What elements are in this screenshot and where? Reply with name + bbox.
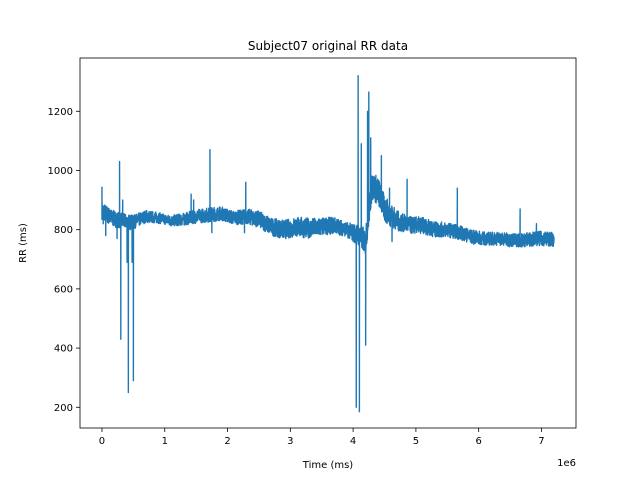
- x-tick-label: 0: [99, 436, 105, 447]
- x-tick-label: 1: [162, 436, 168, 447]
- y-tick-label: 200: [54, 403, 73, 414]
- y-tick-label: 1200: [48, 107, 73, 118]
- x-axis-offset-label: 1e6: [557, 458, 576, 469]
- x-tick-label: 7: [538, 436, 544, 447]
- axes-frame: [79, 57, 577, 429]
- series-line-rr: [101, 75, 555, 413]
- y-tick-label: 600: [54, 284, 73, 295]
- y-axis-ticks: 200 400 600 800 1000 1200: [48, 107, 80, 414]
- x-tick-label: 4: [350, 436, 356, 447]
- plot-area: [101, 75, 555, 413]
- x-axis-label: Time (ms): [302, 460, 354, 471]
- y-tick-label: 1000: [48, 166, 73, 177]
- y-tick-label: 800: [54, 225, 73, 236]
- x-tick-label: 2: [224, 436, 230, 447]
- x-tick-label: 3: [287, 436, 293, 447]
- y-tick-label: 400: [54, 344, 73, 355]
- chart-title: Subject07 original RR data: [248, 39, 408, 53]
- x-axis-ticks: 0 1 2 3 4 5 6 7: [99, 428, 545, 447]
- x-tick-label: 5: [413, 436, 419, 447]
- x-tick-label: 6: [475, 436, 481, 447]
- y-axis-label: RR (ms): [18, 223, 29, 263]
